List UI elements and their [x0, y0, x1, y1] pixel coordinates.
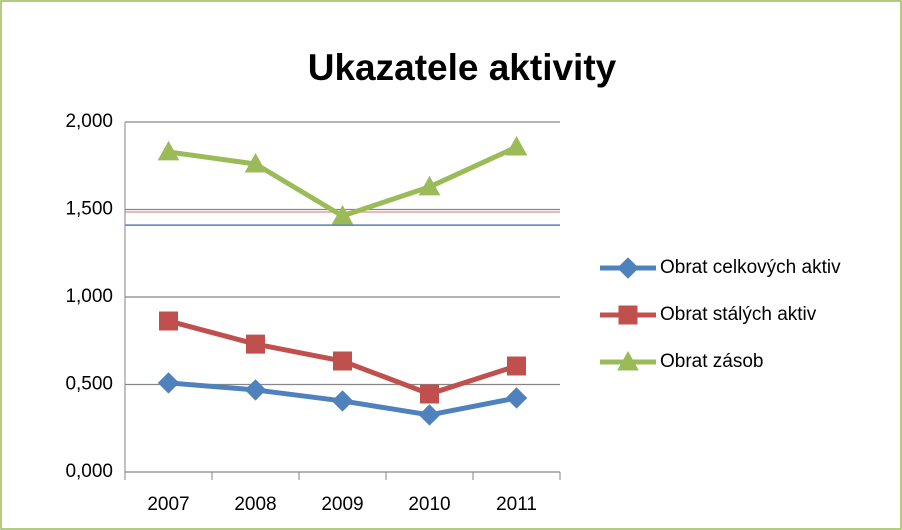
x-tick-label: 2009	[321, 494, 363, 515]
legend-label: Obrat celkových aktiv	[660, 257, 841, 278]
marker	[420, 384, 439, 404]
marker	[246, 334, 265, 354]
marker	[505, 135, 528, 156]
y-tick-label: 1,500	[65, 199, 113, 220]
y-tick-label: 2,000	[65, 111, 113, 132]
chart-title: Ukazatele aktivity	[308, 47, 617, 88]
marker	[333, 351, 352, 371]
marker	[331, 390, 354, 412]
marker	[244, 379, 267, 401]
legend-marker	[617, 350, 639, 371]
y-tick-label: 0,000	[65, 461, 113, 482]
marker	[159, 311, 178, 331]
x-tick-label: 2011	[496, 494, 537, 515]
marker	[244, 152, 267, 173]
x-tick-label: 2007	[147, 494, 189, 515]
legend-label: Obrat stálých aktiv	[660, 304, 817, 325]
legend-marker	[617, 257, 639, 279]
marker	[157, 140, 180, 161]
marker	[418, 404, 441, 426]
x-tick-label: 2010	[408, 494, 450, 515]
x-tick-label: 2008	[234, 494, 276, 515]
y-tick-label: 0,500	[65, 374, 113, 395]
legend-marker	[618, 305, 638, 325]
legend-label: Obrat zásob	[660, 351, 764, 372]
marker	[505, 387, 528, 409]
marker	[507, 356, 526, 376]
marker	[418, 175, 441, 196]
y-tick-label: 1,000	[65, 286, 113, 307]
marker	[331, 204, 354, 225]
marker	[157, 372, 180, 394]
